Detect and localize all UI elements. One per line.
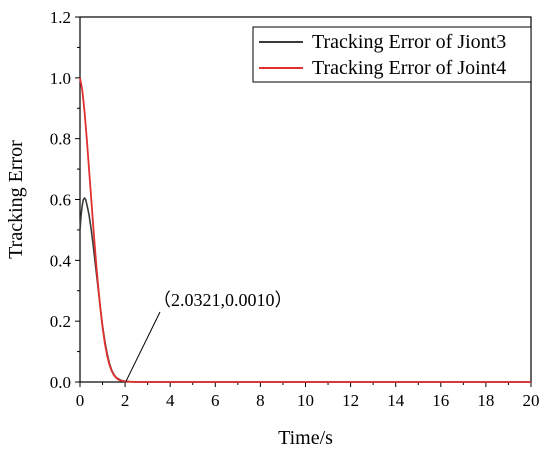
y-axis-title: Tracking Error [5, 140, 27, 259]
legend: Tracking Error of Jiont3 Tracking Error o… [252, 26, 532, 83]
x-tick-label: 18 [477, 391, 494, 410]
y-tick-label: 1.0 [50, 69, 71, 88]
y-tick-label: 1.2 [50, 8, 71, 27]
x-tick-label: 2 [121, 391, 130, 410]
x-tick-label: 8 [256, 391, 265, 410]
y-tick-label: 0.8 [50, 130, 71, 149]
y-tick-label: 0.6 [50, 191, 71, 210]
x-axis-title: Time/s [278, 427, 333, 449]
legend-label-1: Tracking Error of Jiont3 [312, 31, 506, 53]
series-line-1 [79, 197, 531, 383]
annotation-label: （2.0321,0.0010） [153, 290, 293, 310]
series-line-2 [79, 77, 531, 383]
series-layer [79, 77, 531, 383]
x-tick-label: 12 [342, 391, 359, 410]
y-tick-label: 0.4 [50, 251, 72, 270]
x-tick-label: 0 [76, 391, 85, 410]
y-tick-label: 0.0 [50, 373, 71, 392]
legend-label-2: Tracking Error of Joint4 [312, 57, 506, 79]
x-tick-label: 4 [166, 391, 175, 410]
x-tick-label: 16 [432, 391, 449, 410]
annotation-layer: （2.0321,0.0010） [125, 290, 293, 382]
x-tick-label: 20 [523, 391, 540, 410]
annotation-leader-line [125, 311, 161, 382]
x-tick-label: 10 [297, 391, 314, 410]
x-tick-label: 14 [387, 391, 405, 410]
legend-box [252, 26, 532, 83]
y-tick-label: 0.2 [50, 312, 71, 331]
x-tick-label: 6 [211, 391, 220, 410]
